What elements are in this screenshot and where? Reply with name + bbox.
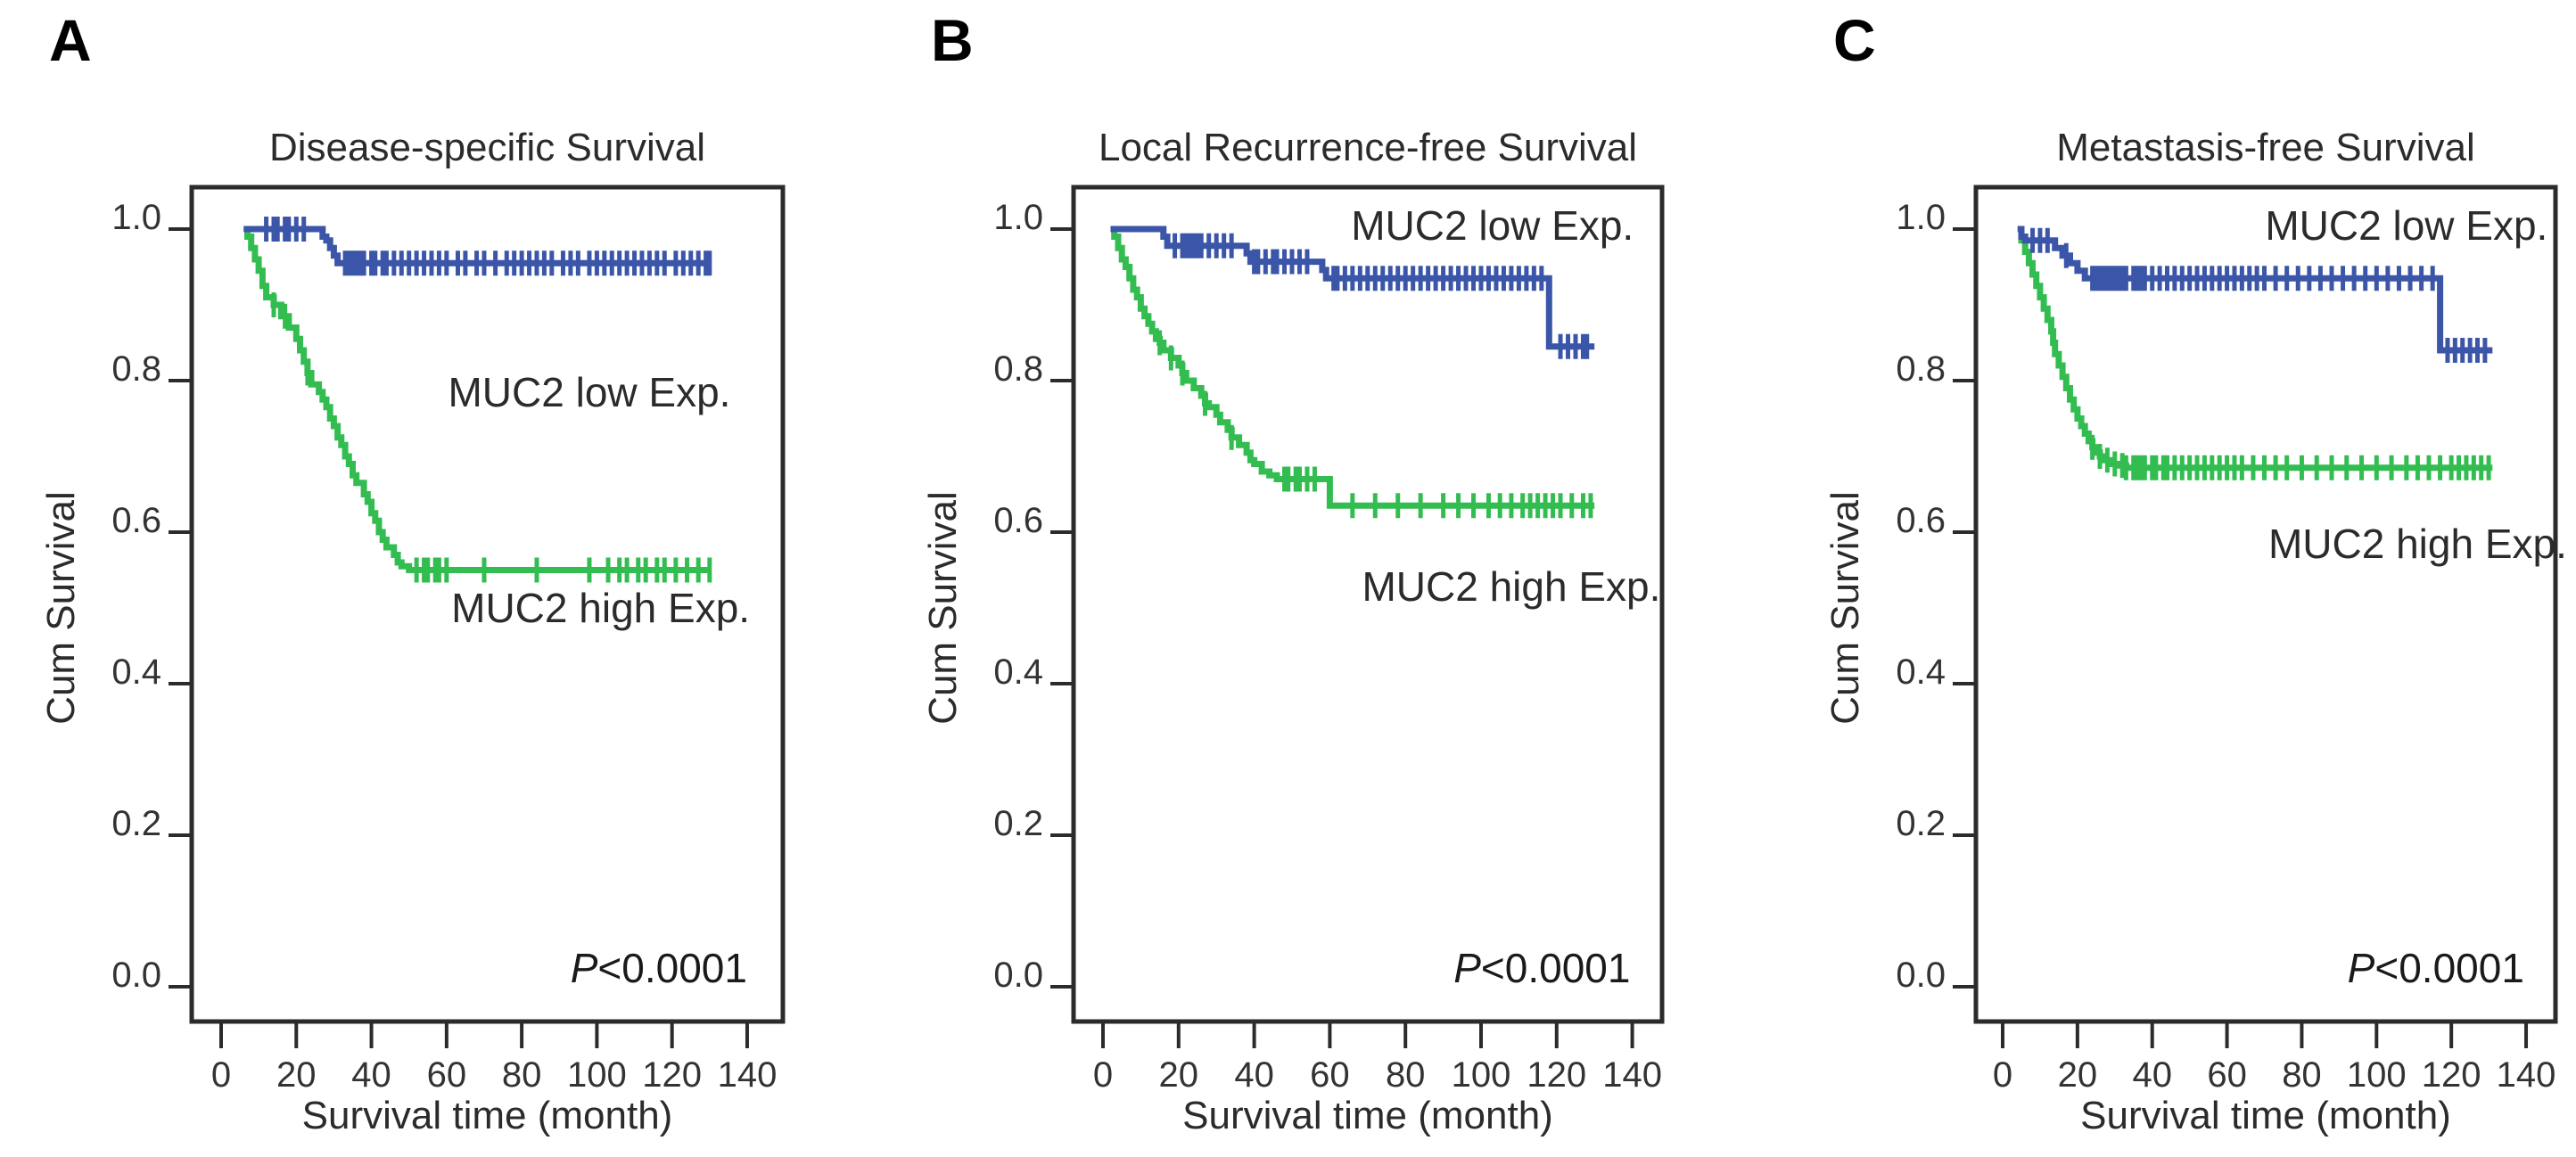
y-tick-label: 0.2 xyxy=(993,804,1043,843)
chart-title: Metastasis-free Survival xyxy=(2056,126,2475,169)
y-tick-label: 0.4 xyxy=(111,652,161,692)
y-tick-label: 0.2 xyxy=(111,804,161,843)
x-tick-label: 140 xyxy=(2497,1055,2556,1095)
y-tick-label: 0.0 xyxy=(1896,956,1946,995)
x-tick-label: 140 xyxy=(1602,1055,1662,1095)
y-tick-label: 0.4 xyxy=(1896,652,1946,692)
y-tick-label: 0.0 xyxy=(111,956,161,995)
plot-frame xyxy=(189,185,786,1024)
x-tick-label: 60 xyxy=(1310,1055,1350,1095)
y-tick-label: 1.0 xyxy=(1896,198,1946,237)
p-value: P<0.0001 xyxy=(571,944,747,992)
p-value: P<0.0001 xyxy=(2348,944,2524,992)
km-curve-low xyxy=(1110,226,1595,350)
panel-letter: B xyxy=(931,7,974,73)
x-tick-label: 20 xyxy=(2058,1055,2098,1095)
p-value-symbol: P xyxy=(2347,944,2375,991)
x-tick-label: 0 xyxy=(211,1055,231,1095)
x-tick-label: 20 xyxy=(276,1055,317,1095)
chart-title: Local Recurrence-free Survival xyxy=(1098,126,1638,169)
km-curve-high xyxy=(1110,226,1595,509)
x-tick-label: 80 xyxy=(1386,1055,1426,1095)
series-label-low: MUC2 low Exp. xyxy=(2265,201,2548,249)
x-tick-label: 20 xyxy=(1159,1055,1199,1095)
series-label-high: MUC2 high Exp. xyxy=(2267,520,2567,567)
x-tick-label: 140 xyxy=(718,1055,778,1095)
x-tick-label: 120 xyxy=(642,1055,702,1095)
y-tick-label: 0.8 xyxy=(993,349,1043,389)
y-tick-label: 0.4 xyxy=(993,652,1043,692)
x-tick-label: 80 xyxy=(502,1055,542,1095)
p-value-number: <0.0001 xyxy=(1480,944,1631,991)
series-label-high: MUC2 high Exp. xyxy=(1362,563,1661,611)
x-tick-label: 100 xyxy=(1452,1055,1511,1095)
km-curve-high xyxy=(243,226,710,573)
x-tick-label: 120 xyxy=(1527,1055,1586,1095)
y-tick-label: 0.6 xyxy=(1896,501,1946,540)
p-value-symbol: P xyxy=(1453,944,1481,991)
km-curve-high xyxy=(2017,226,2493,472)
x-axis-title: Survival time (month) xyxy=(1182,1094,1553,1137)
km-panel-b: 0 20 40 60 80 100 120 140 0.0 0.2 0.4 0.6 0.8 1.0 B L… xyxy=(859,0,1717,1157)
x-tick-label: 0 xyxy=(1093,1055,1113,1095)
plot-frame xyxy=(1973,185,2558,1024)
x-tick-label: 0 xyxy=(1993,1055,2012,1095)
p-value-symbol: P xyxy=(570,944,598,991)
x-tick-label: 60 xyxy=(2207,1055,2247,1095)
chart-title: Disease-specific Survival xyxy=(268,126,706,169)
p-value-number: <0.0001 xyxy=(2374,944,2524,991)
y-axis-title: Cum Survival xyxy=(39,491,83,725)
series-label-high: MUC2 high Exp. xyxy=(451,585,751,631)
y-tick-label: 0.8 xyxy=(1896,349,1946,389)
x-tick-label: 60 xyxy=(427,1055,467,1095)
series-label-low: MUC2 low Exp. xyxy=(448,368,731,415)
x-tick-label: 40 xyxy=(1234,1055,1274,1095)
series-label-low: MUC2 low Exp. xyxy=(1351,201,1634,249)
y-tick-label: 0.2 xyxy=(1896,804,1946,843)
x-axis-title: Survival time (month) xyxy=(301,1094,673,1137)
y-tick-label: 0.8 xyxy=(111,349,161,389)
km-plot: 0 20 40 60 80 100 120 140 0.0 0.2 0.4 0.6 0.8 1.0 xyxy=(111,185,786,1095)
p-value: P<0.0001 xyxy=(1453,944,1630,992)
y-tick-label: 0.6 xyxy=(993,501,1043,540)
km-panel-c: 0 20 40 60 80 100 120 140 0.0 0.2 0.4 0.6 0.8 1.0 C M… xyxy=(1717,0,2576,1157)
km-plot: 0 20 40 60 80 100 120 140 0.0 0.2 0.4 0.6 0.8 1.0 xyxy=(1896,185,2558,1095)
x-tick-label: 120 xyxy=(2422,1055,2481,1095)
y-axis-title: Cum Survival xyxy=(1823,491,1867,725)
p-value-number: <0.0001 xyxy=(597,944,747,991)
x-tick-label: 100 xyxy=(567,1055,627,1095)
x-tick-label: 100 xyxy=(2347,1055,2407,1095)
km-curve-low xyxy=(243,226,710,267)
panel-letter: A xyxy=(49,7,92,73)
x-axis-title: Survival time (month) xyxy=(2080,1094,2451,1137)
plot-frame xyxy=(1071,185,1665,1024)
y-tick-label: 0.6 xyxy=(111,501,161,540)
x-tick-label: 40 xyxy=(351,1055,391,1095)
x-tick-label: 40 xyxy=(2132,1055,2172,1095)
km-plot: 0 20 40 60 80 100 120 140 0.0 0.2 0.4 0.6 0.8 1.0 xyxy=(993,185,1665,1095)
km-panel-a: 0 20 40 60 80 100 120 140 0.0 0.2 0.4 0.6 0.8 1.0 A D… xyxy=(0,0,859,1157)
y-tick-label: 0.0 xyxy=(993,956,1043,995)
panel-letter: C xyxy=(1833,7,1876,73)
y-tick-label: 1.0 xyxy=(111,198,161,237)
x-tick-label: 80 xyxy=(2282,1055,2322,1095)
y-axis-title: Cum Survival xyxy=(921,491,965,725)
y-tick-label: 1.0 xyxy=(993,198,1043,237)
